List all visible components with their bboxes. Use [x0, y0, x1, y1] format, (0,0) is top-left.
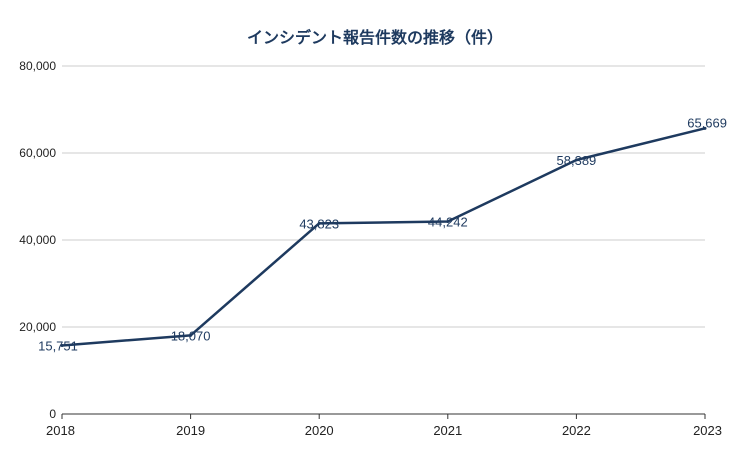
data-point	[317, 221, 321, 225]
y-tick-label: 0	[49, 407, 56, 421]
data-label: 18,070	[171, 328, 211, 343]
data-label: 15,751	[38, 338, 78, 353]
y-tick-label: 20,000	[19, 320, 56, 334]
chart-title: インシデント報告件数の推移（件）	[246, 28, 503, 47]
data-label: 65,669	[687, 115, 727, 130]
data-point	[703, 126, 707, 130]
data-point	[60, 343, 64, 347]
x-tick-label: 2023	[693, 423, 722, 438]
y-tick-label: 60,000	[19, 146, 56, 160]
x-tick-label: 2018	[46, 423, 75, 438]
y-tick-label: 80,000	[19, 59, 56, 73]
series-line	[60, 127, 707, 347]
x-tick-label: 2021	[433, 423, 462, 438]
data-label: 43,823	[299, 216, 339, 231]
x-tick-label: 2019	[176, 423, 205, 438]
data-point	[446, 220, 450, 224]
data-point	[574, 158, 578, 162]
data-label: 44,242	[428, 215, 468, 230]
x-tick-label: 2022	[562, 423, 591, 438]
y-tick-label: 40,000	[19, 233, 56, 247]
x-tick-label: 2020	[305, 423, 334, 438]
data-point	[189, 333, 193, 337]
data-label: 58,389	[557, 153, 597, 168]
